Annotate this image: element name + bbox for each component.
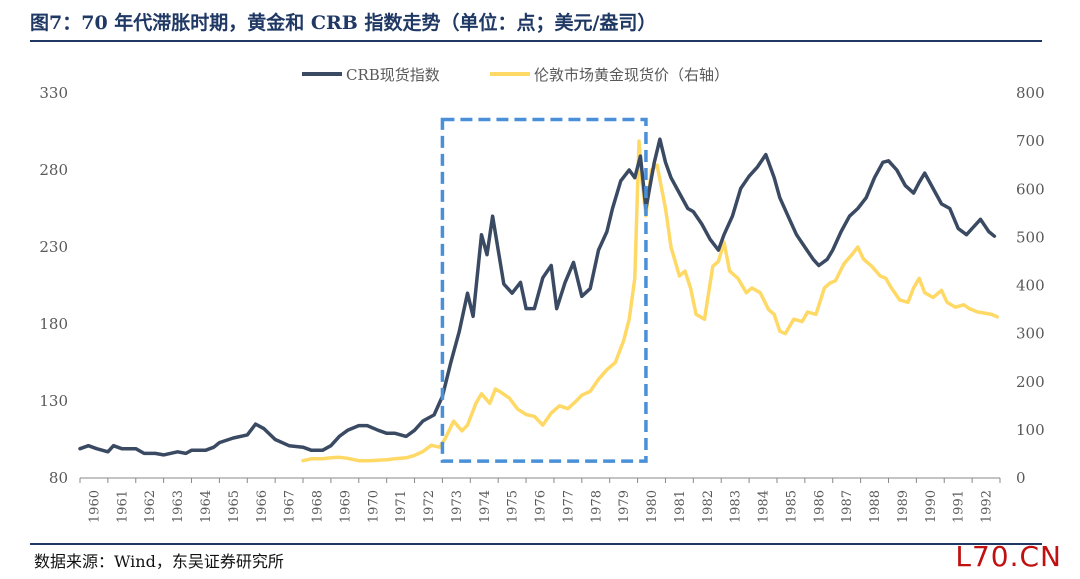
x-tick-label: 1989 <box>896 490 911 523</box>
legend-label-crb: CRB现货指数 <box>346 66 440 84</box>
y-left-tick-label: 230 <box>39 238 68 256</box>
y-right-tick-label: 800 <box>1016 84 1045 102</box>
y-left-tick-label: 180 <box>39 315 68 333</box>
source-divider <box>30 543 1042 545</box>
x-tick-label: 1992 <box>980 490 995 523</box>
x-tick-label: 1968 <box>311 490 326 523</box>
x-tick-label: 1961 <box>115 490 130 523</box>
x-tick-label: 1979 <box>617 490 632 523</box>
x-tick-label: 1984 <box>757 490 772 523</box>
y-left-tick-label: 280 <box>39 161 68 179</box>
x-tick-label: 1991 <box>952 490 967 523</box>
x-tick-label: 1975 <box>506 490 521 523</box>
x-tick-label: 1970 <box>366 490 381 523</box>
x-tick-label: 1980 <box>645 490 660 523</box>
x-tick-label: 1978 <box>589 490 604 523</box>
x-tick-label: 1990 <box>924 490 939 523</box>
chart-title: 图7：70 年代滞胀时期，黄金和 CRB 指数走势（单位：点；美元/盎司） <box>30 12 657 34</box>
series-line-gold <box>301 139 999 463</box>
x-tick-label: 1985 <box>784 490 799 523</box>
x-tick-label: 1967 <box>283 490 298 523</box>
x-tick-label: 1983 <box>729 490 744 523</box>
x-tick-label: 1962 <box>143 490 158 523</box>
x-tick-label: 1960 <box>87 490 102 523</box>
x-tick-label: 1977 <box>561 490 576 523</box>
series-line-crb <box>78 137 997 457</box>
title-divider <box>30 40 1042 42</box>
x-tick-label: 1976 <box>534 490 549 523</box>
highlight-box-stagflation <box>440 117 648 463</box>
y-left-tick-label: 130 <box>39 392 68 410</box>
y-right-tick-label: 100 <box>1016 421 1045 439</box>
x-tick-label: 1981 <box>673 490 688 523</box>
x-tick-label: 1969 <box>338 490 353 523</box>
x-tick-label: 1964 <box>199 490 214 523</box>
y-right-tick-label: 0 <box>1016 469 1026 487</box>
watermark-logo: L70.CN <box>955 540 1062 573</box>
x-tick-label: 1972 <box>422 490 437 523</box>
x-tick-label: 1974 <box>478 490 493 523</box>
y-right-tick-label: 200 <box>1016 373 1045 391</box>
y-right-tick-label: 700 <box>1016 132 1045 150</box>
x-tick-label: 1988 <box>868 490 883 523</box>
x-tick-label: 1986 <box>812 490 827 523</box>
source-note: 数据来源：Wind，东吴证券研究所 <box>34 552 284 571</box>
y-right-tick-label: 400 <box>1016 277 1045 295</box>
x-tick-label: 1971 <box>394 490 409 523</box>
legend: CRB现货指数 伦敦市场黄金现货价（右轴） <box>302 66 729 84</box>
x-tick-label: 1963 <box>171 490 186 523</box>
x-tick-label: 1966 <box>255 490 270 523</box>
x-tick-label: 1987 <box>840 490 855 523</box>
y-right-tick-label: 500 <box>1016 228 1045 246</box>
legend-label-gold: 伦敦市场黄金现货价（右轴） <box>534 66 729 84</box>
x-tick-label: 1965 <box>227 490 242 523</box>
y-right-tick-label: 600 <box>1016 180 1045 198</box>
y-right-tick-label: 300 <box>1016 325 1045 343</box>
y-left-tick-label: 330 <box>39 84 68 102</box>
y-left-tick-label: 80 <box>49 469 68 487</box>
x-tick-label: 1982 <box>701 490 716 523</box>
x-tick-label: 1973 <box>450 490 465 523</box>
